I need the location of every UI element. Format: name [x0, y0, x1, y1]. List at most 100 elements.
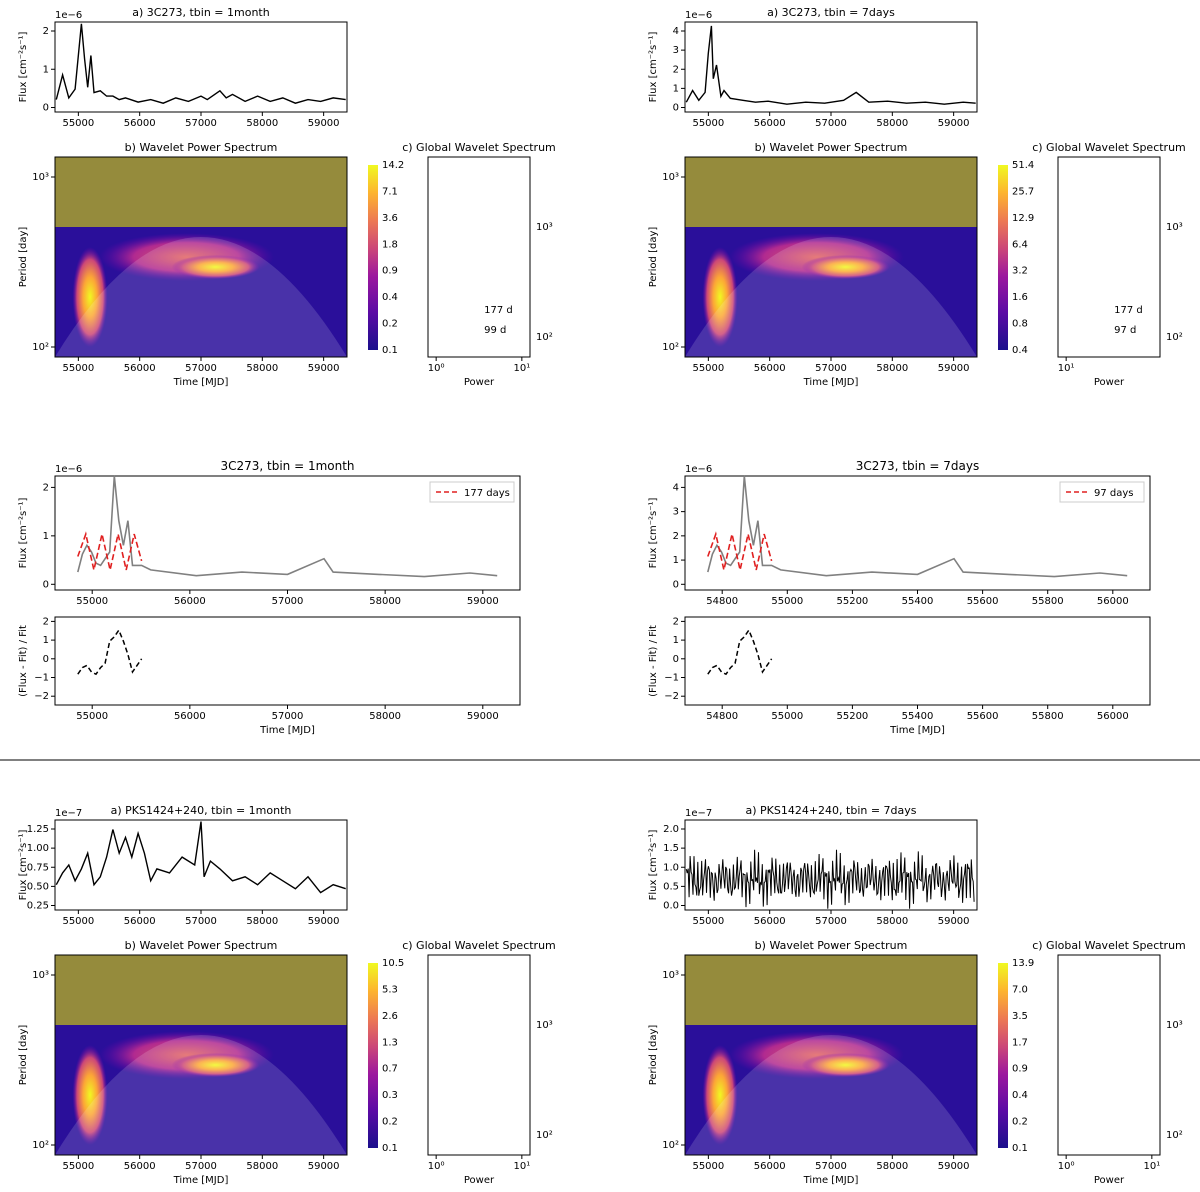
- lightcurve-title: a) 3C273, tbin = 1month: [132, 6, 269, 19]
- lightcurve-y-tick-label: 0.25: [27, 901, 49, 912]
- time-axis-label: Time [MJD]: [803, 1175, 859, 1186]
- legend-box: [1059, 481, 1145, 503]
- lightcurve-x-tick-label: 59000: [308, 118, 340, 129]
- fit-x-tick-label: 55000: [76, 596, 108, 607]
- flux-axis-label: Flux [cm⁻²s⁻¹]: [648, 498, 659, 569]
- colorbar-tick-label: 0.1: [382, 345, 398, 356]
- residual-axis-label: (Flux - Fit) / Fit: [648, 625, 659, 697]
- fit-y-tick-label: 3: [673, 507, 679, 518]
- colorbar-tick-label: 0.2: [1012, 1117, 1028, 1128]
- fit-x-tick-label: 55000: [771, 596, 803, 607]
- wavelet-panel-p3: a) PKS1424+240, tbin = 1month 1e−7 Flux [c…: [18, 804, 556, 1186]
- lightcurve-x-tick-label: 56000: [124, 118, 156, 129]
- residual-x-tick-label: 57000: [272, 711, 304, 722]
- lightcurve-x-tick-label: 56000: [754, 118, 786, 129]
- lightcurve-y-tick-label: 1: [673, 83, 679, 94]
- wavelet-high-period-band: [685, 955, 977, 1025]
- colorbar-tick-label: 0.7: [382, 1064, 398, 1075]
- global-x-tick-label: 10¹: [513, 363, 530, 374]
- fit-x-tick-label: 54800: [706, 596, 738, 607]
- lightcurve-x-tick-label: 59000: [938, 118, 970, 129]
- wavelet-x-tick-label: 56000: [754, 363, 786, 374]
- lightcurve-y-tick-label: 2: [673, 64, 679, 75]
- wavelet-x-tick-label: 59000: [938, 363, 970, 374]
- peak-annotation: 177 d: [484, 305, 513, 316]
- time-axis-label: Time [MJD]: [259, 725, 315, 736]
- colorbar-tick-label: 3.2: [1012, 266, 1028, 277]
- wavelet-x-tick-label: 58000: [876, 363, 908, 374]
- lightcurve-x-tick-label: 57000: [815, 118, 847, 129]
- period-axis-label: Period [day]: [648, 1025, 659, 1086]
- lightcurve-x-tick-label: 56000: [124, 916, 156, 927]
- wavelet-x-tick-label: 58000: [876, 1161, 908, 1172]
- wavelet-panel-p2: a) 3C273, tbin = 7days 1e−6 Flux [cm⁻²s⁻¹]…: [648, 6, 1186, 388]
- wavelet-feature: [72, 247, 108, 347]
- lightcurve-y-tick-label: 1.00: [27, 843, 49, 854]
- colorbar-tick-label: 0.8: [1012, 319, 1028, 330]
- flux-axis-label: Flux [cm⁻²s⁻¹]: [18, 830, 29, 901]
- fit-panel-f1: 3C273, tbin = 1month 1e−6 Flux [cm⁻²s⁻¹] 0 1…: [18, 459, 521, 736]
- wavelet-x-tick-label: 56000: [754, 1161, 786, 1172]
- residual-y-tick-label: −2: [664, 691, 679, 702]
- lightcurve-x-tick-label: 59000: [308, 916, 340, 927]
- peak-annotation: 99 d: [484, 325, 506, 336]
- wavelet-feature: [171, 1053, 260, 1077]
- fit-line: [707, 531, 773, 571]
- fit-y-tick-label: 1: [43, 531, 49, 542]
- global-spectrum-axes: [427, 156, 531, 358]
- lightcurve-title: a) 3C273, tbin = 7days: [767, 6, 895, 19]
- lightcurve-x-tick-label: 55000: [692, 118, 724, 129]
- global-x-tick-label: 10⁰: [428, 1161, 445, 1172]
- residual-x-tick-label: 55000: [771, 711, 803, 722]
- colorbar-tick-label: 3.5: [1012, 1011, 1028, 1022]
- residual-x-tick-label: 58000: [369, 711, 401, 722]
- cone-of-influence: [55, 1035, 347, 1155]
- colorbar-tick-label: 0.4: [382, 292, 398, 303]
- flux-axis-label: Flux [cm⁻²s⁻¹]: [648, 830, 659, 901]
- global-x-tick-label: 10¹: [1143, 1161, 1160, 1172]
- wavelet-title: b) Wavelet Power Spectrum: [125, 141, 278, 154]
- colorbar-tick-label: 14.2: [382, 160, 404, 171]
- fit-title: 3C273, tbin = 1month: [220, 459, 354, 473]
- residual-y-tick-label: −1: [664, 673, 679, 684]
- colorbar-tick-label: 10.5: [382, 958, 404, 969]
- wavelet-high-period-band: [55, 157, 347, 227]
- fit-x-tick-label: 57000: [272, 596, 304, 607]
- lightcurve-y-tick-label: 1.25: [27, 824, 49, 835]
- fit-y-tick-label: 2: [673, 531, 679, 542]
- lightcurve-y-tick-label: 0: [43, 103, 49, 114]
- wavelet-y-tick-label: 10²: [32, 342, 49, 353]
- fit-y-tick-label: 0: [43, 579, 49, 590]
- lightcurve-y-tick-label: 0: [673, 103, 679, 114]
- lightcurve-title: a) PKS1424+240, tbin = 1month: [111, 804, 292, 817]
- lightcurve-x-tick-label: 56000: [754, 916, 786, 927]
- wavelet-high-period-band: [685, 157, 977, 227]
- colorbar-tick-label: 1.3: [382, 1037, 398, 1048]
- wavelet-y-tick-label: 10²: [662, 1140, 679, 1151]
- colorbar-tick-label: 0.1: [382, 1143, 398, 1154]
- lightcurve-line: [685, 25, 976, 105]
- colorbar-tick-label: 6.4: [1012, 239, 1028, 250]
- lightcurve-axes: [684, 21, 978, 113]
- residual-y-tick-label: 2: [673, 616, 679, 627]
- wavelet-x-tick-label: 59000: [938, 1161, 970, 1172]
- wavelet-x-tick-label: 57000: [185, 1161, 217, 1172]
- cone-of-influence: [685, 1035, 977, 1155]
- flux-axis-label: Flux [cm⁻²s⁻¹]: [18, 498, 29, 569]
- time-axis-label: Time [MJD]: [173, 1175, 229, 1186]
- fit-y-tick-label: 1: [673, 555, 679, 566]
- wavelet-feature: [801, 1053, 890, 1077]
- residual-x-tick-label: 54800: [706, 711, 738, 722]
- lightcurve-x-tick-label: 55000: [62, 916, 94, 927]
- residual-line: [77, 628, 143, 676]
- lightcurve-x-tick-label: 59000: [938, 916, 970, 927]
- fit-x-tick-label: 55600: [967, 596, 999, 607]
- lightcurve-line: [55, 23, 346, 104]
- global-right-tick-label: 10³: [536, 222, 553, 233]
- period-axis-label: Period [day]: [18, 227, 29, 288]
- lightcurve-y-tick-label: 0.50: [27, 881, 49, 892]
- fit-x-tick-label: 55800: [1032, 596, 1064, 607]
- colorbar-tick-label: 3.6: [382, 213, 398, 224]
- colorbar-tick-label: 51.4: [1012, 160, 1034, 171]
- fit-line: [77, 531, 143, 571]
